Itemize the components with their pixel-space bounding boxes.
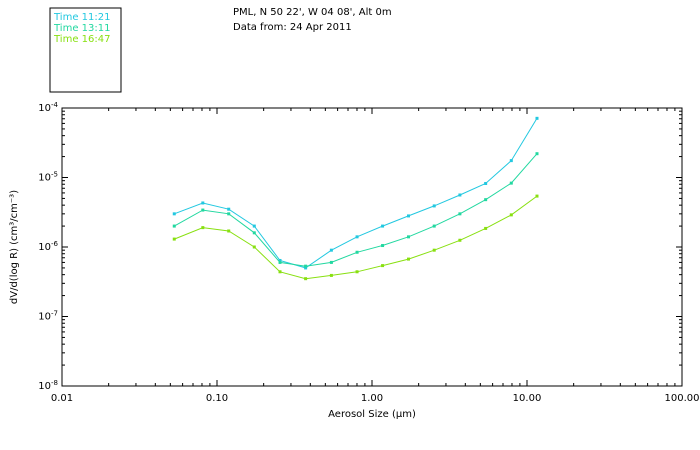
- data-point: [172, 224, 176, 228]
- data-point: [407, 235, 411, 239]
- x-tick-labels: 0.01 0.10 1.00 10.00 100.00: [51, 393, 700, 404]
- data-point: [201, 226, 205, 230]
- data-point: [329, 260, 333, 264]
- data-point: [227, 207, 231, 211]
- data-point: [381, 224, 385, 228]
- x-axis-label: Aerosol Size (µm): [328, 409, 416, 420]
- x-tick-label: 0.01: [51, 393, 73, 404]
- data-point: [304, 266, 308, 270]
- axis-ticks: [61, 108, 682, 387]
- data-point: [304, 264, 308, 268]
- y-tick-label: 10-6: [38, 240, 58, 253]
- series-group: [172, 152, 539, 268]
- data-point: [252, 245, 256, 249]
- data-point: [227, 229, 231, 233]
- data-point: [458, 212, 462, 216]
- data-point: [252, 224, 256, 228]
- x-tick-label: 10.00: [513, 393, 542, 404]
- chart-title: PML, N 50 22', W 04 08', Alt 0m: [233, 7, 392, 18]
- x-tick-label: 100.00: [665, 393, 700, 404]
- data-point: [432, 248, 436, 252]
- data-point: [355, 270, 359, 274]
- data-point: [407, 214, 411, 218]
- data-point: [381, 264, 385, 268]
- data-point: [484, 226, 488, 230]
- data-point: [381, 244, 385, 248]
- legend-entry: Time 13:11: [53, 23, 110, 34]
- y-axis-label: dV/d(log R) (cm³/cm⁻³): [9, 190, 20, 304]
- data-point: [172, 212, 176, 216]
- data-point: [407, 257, 411, 261]
- data-point: [509, 181, 513, 185]
- legend-entry: Time 11:21: [53, 12, 110, 23]
- data-point: [278, 260, 282, 264]
- plot-area: [61, 107, 683, 387]
- data-point: [252, 231, 256, 235]
- data-point: [484, 181, 488, 185]
- data-point: [458, 238, 462, 242]
- data-point: [535, 116, 539, 120]
- data-point: [535, 152, 539, 156]
- data-point: [329, 248, 333, 252]
- data-point: [304, 277, 308, 281]
- x-tick-label: 1.00: [361, 393, 383, 404]
- series-group: [172, 116, 539, 270]
- y-tick-label: 10-7: [38, 310, 58, 323]
- y-tick-label: 10-8: [38, 379, 58, 392]
- chart-subtitle: Data from: 24 Apr 2011: [233, 22, 352, 33]
- legend-entry: Time 16:47: [53, 34, 110, 45]
- data-point: [509, 159, 513, 163]
- series-layer: [172, 116, 539, 281]
- legend-box: [49, 7, 122, 93]
- data-point: [201, 208, 205, 212]
- data-point: [227, 212, 231, 216]
- data-point: [278, 258, 282, 262]
- data-point: [484, 198, 488, 202]
- data-point: [355, 235, 359, 239]
- series-line: [174, 118, 538, 269]
- data-point: [355, 250, 359, 254]
- x-tick-label: 0.10: [206, 393, 228, 404]
- series-group: [172, 194, 539, 281]
- data-point: [458, 193, 462, 197]
- data-point: [509, 213, 513, 217]
- data-point: [329, 273, 333, 277]
- y-tick-labels: 10-4 10-5 10-6 10-7 10-8: [38, 101, 58, 392]
- data-point: [432, 224, 436, 228]
- data-point: [172, 237, 176, 241]
- data-point: [201, 201, 205, 205]
- y-tick-label: 10-4: [38, 101, 58, 114]
- data-point: [535, 194, 539, 198]
- y-tick-label: 10-5: [38, 171, 58, 184]
- data-point: [278, 270, 282, 274]
- data-point: [432, 204, 436, 208]
